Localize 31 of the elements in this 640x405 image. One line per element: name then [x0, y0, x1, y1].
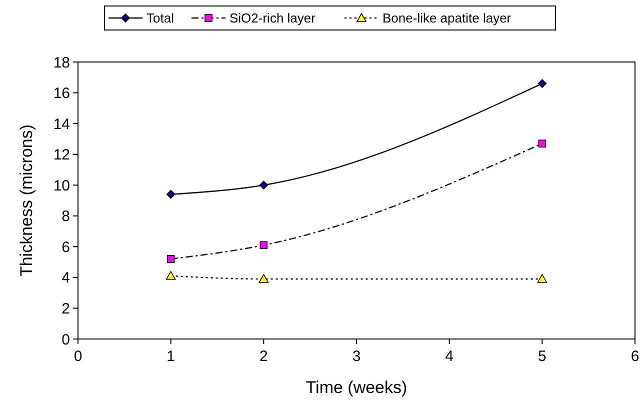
y-tick-label: 2 — [62, 300, 70, 318]
y-tick-label: 6 — [62, 238, 70, 256]
x-tick-label: 3 — [352, 348, 361, 365]
y-tick-label: 16 — [53, 85, 70, 102]
x-tick-label: 0 — [74, 348, 82, 365]
point — [166, 271, 176, 280]
y-tick-label: 10 — [53, 177, 70, 194]
point — [260, 241, 268, 250]
x-tick-label: 5 — [538, 348, 546, 365]
y-tick-label: 0 — [62, 331, 70, 348]
y-tick-label: 18 — [53, 54, 70, 72]
x-tick-label: 4 — [445, 348, 454, 365]
legend-label: SiO2-rich layer — [230, 10, 316, 26]
x-axis-title: Time (weeks) — [306, 378, 408, 397]
legend-label: Total — [146, 10, 174, 26]
legend-label: Bone-like apatite layer — [382, 10, 512, 26]
point — [166, 255, 175, 263]
x-tick-label: 6 — [630, 348, 640, 365]
point — [538, 140, 546, 148]
x-tick-label: 2 — [259, 348, 268, 365]
y-tick-label: 12 — [53, 146, 70, 164]
point — [258, 274, 269, 283]
y-tick-label: 14 — [53, 116, 70, 133]
y-tick-label: 4 — [62, 270, 70, 287]
x-tick-label: 1 — [166, 348, 176, 365]
point — [537, 274, 548, 283]
point — [166, 190, 176, 199]
point — [538, 79, 547, 88]
y-tick-label: 8 — [62, 208, 70, 226]
y-axis-title: Thickness (microns) — [17, 124, 36, 277]
point — [259, 180, 268, 190]
